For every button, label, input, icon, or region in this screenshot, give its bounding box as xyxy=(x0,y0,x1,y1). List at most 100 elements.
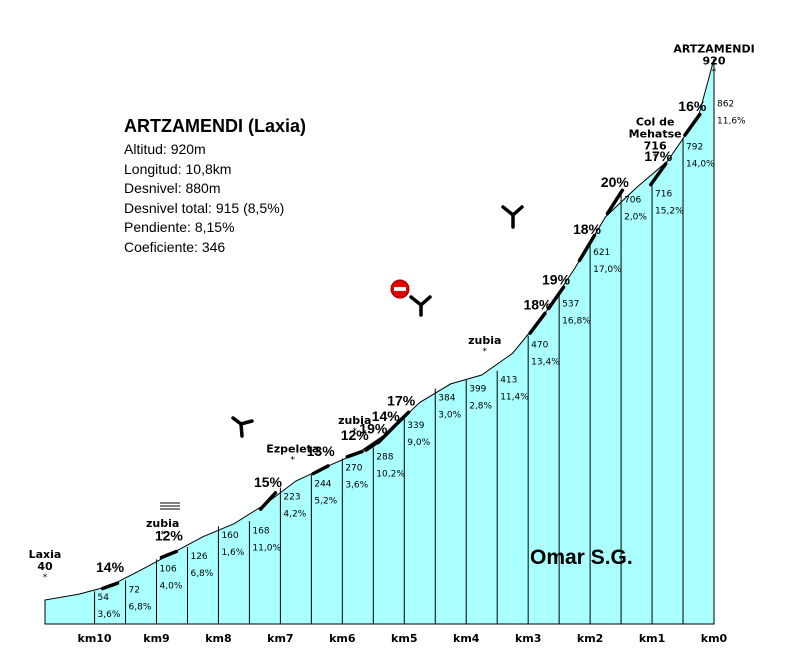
info-coefficient: Coeficiente: 346 xyxy=(124,238,226,255)
steep-section-mark xyxy=(683,112,702,137)
km-tick-label: km3 xyxy=(515,632,541,645)
place-label: 40 xyxy=(37,560,53,573)
segment-grade-label: 4,0% xyxy=(160,581,183,591)
steep-markers xyxy=(100,112,702,591)
junction-icon xyxy=(501,205,524,229)
segment-grade-label: 16,8% xyxy=(562,316,591,326)
segment-altitude-label: 339 xyxy=(407,421,424,431)
steep-percentage-labels: 14%12%15%13%12%19%14%17%18%19%18%20%17%1… xyxy=(96,98,707,575)
segment-grade-label: 1,6% xyxy=(221,548,244,558)
steep-section-mark xyxy=(345,449,364,459)
info-total-gain: Desnivel total: 915 (8,5%) xyxy=(124,199,285,216)
place-label: zubia xyxy=(146,517,179,530)
km-tick-label: km10 xyxy=(78,632,112,645)
segment-grade-label: 15,2% xyxy=(655,206,684,216)
km-gridlines xyxy=(94,94,715,624)
segment-grade-label: 10,2% xyxy=(376,470,405,480)
segment-grade-label: 17,0% xyxy=(593,265,622,275)
segment-labels: 54 3,6% 72 6,8% 106 4,0% 126 6,8% 160 1,6% 168 11,0… xyxy=(98,100,746,620)
no-entry-icon xyxy=(390,279,410,299)
steep-section-mark xyxy=(258,491,278,511)
segment-grade-label: 13,4% xyxy=(531,358,560,368)
segment-altitude-label: 244 xyxy=(314,480,331,490)
segment-altitude-label: 168 xyxy=(252,526,269,536)
segment-grade-label: 2,8% xyxy=(469,401,492,411)
steep-section-mark xyxy=(546,285,566,311)
segment-altitude-label: 223 xyxy=(283,492,300,502)
place-label: zubia xyxy=(338,414,371,427)
km-tick-label: km9 xyxy=(143,632,169,645)
place-label: ARTZAMENDI xyxy=(673,43,754,56)
info-box: ARTZAMENDI (Laxia) Altitud: 920m Longitu… xyxy=(124,116,306,257)
place-label: Ezpeleta xyxy=(266,442,319,455)
segment-grade-label: 3,0% xyxy=(438,411,461,421)
steep-percentage-label: 19% xyxy=(542,272,571,288)
segment-altitude-label: 270 xyxy=(345,464,362,474)
junction-icon xyxy=(409,295,432,317)
segment-grade-label: 11,6% xyxy=(717,117,746,127)
segment-grade-label: 3,6% xyxy=(98,610,121,620)
steep-percentage-label: 18% xyxy=(523,296,552,312)
km-tick-label: km0 xyxy=(701,632,728,645)
info-gradient: Pendiente: 8,15% xyxy=(124,219,235,235)
place-label: Mehatse xyxy=(629,128,682,141)
steep-percentage-label: 16% xyxy=(678,98,707,114)
km-tick-label: km2 xyxy=(577,632,603,645)
km-tick-label: km8 xyxy=(205,632,231,645)
info-length: Longitud: 10,8km xyxy=(124,160,232,177)
segment-altitude-label: 537 xyxy=(562,299,579,309)
steep-percentage-label: 17% xyxy=(387,392,416,408)
steep-section-mark xyxy=(311,464,330,476)
place-label: 920 xyxy=(703,55,726,68)
place-marker: * xyxy=(160,530,165,540)
km-ticks: km10 km9 km8 km7 km6 km5 km4 km3 km2 km1 km0 xyxy=(78,632,728,645)
steep-percentage-label: 15% xyxy=(254,474,283,490)
steep-section-mark xyxy=(649,162,668,187)
segment-grade-label: 4,2% xyxy=(283,509,306,519)
segment-altitude-label: 716 xyxy=(655,189,672,199)
steep-section-mark xyxy=(605,188,625,216)
place-label: Laxia xyxy=(29,548,62,561)
steep-percentage-label: 19% xyxy=(359,421,388,437)
steep-percentage-label: 18% xyxy=(573,221,602,237)
steep-section-mark xyxy=(376,425,395,445)
segment-grade-label: 14,0% xyxy=(686,160,715,170)
km-tick-label: km4 xyxy=(453,632,480,645)
steep-percentage-label: 17% xyxy=(644,148,673,164)
info-altitude: Altitud: 920m xyxy=(124,141,206,157)
steep-percentage-label: 14% xyxy=(372,408,401,424)
segment-altitude-label: 126 xyxy=(190,552,207,562)
segment-altitude-label: 288 xyxy=(376,453,393,463)
segment-altitude-label: 413 xyxy=(500,376,517,386)
segment-grade-label: 11,0% xyxy=(252,543,281,553)
info-gain: Desnivel: 880m xyxy=(124,180,221,196)
place-marker: * xyxy=(712,68,717,78)
author-credit: Omar S.G. xyxy=(530,546,633,569)
steep-section-mark xyxy=(159,549,179,560)
segment-altitude-label: 792 xyxy=(686,143,703,153)
steep-percentage-label: 14% xyxy=(96,559,125,575)
segment-altitude-label: 384 xyxy=(438,394,455,404)
place-marker: * xyxy=(43,573,48,583)
place-marker: * xyxy=(291,455,296,465)
segment-altitude-label: 160 xyxy=(221,531,238,541)
segment-altitude-label: 106 xyxy=(160,564,177,574)
segment-altitude-label: 72 xyxy=(129,585,140,595)
place-marker: * xyxy=(653,153,658,163)
segment-altitude-label: 54 xyxy=(98,593,110,603)
steep-section-mark xyxy=(100,581,120,591)
place-label: 716 xyxy=(644,140,667,153)
segment-grade-label: 6,8% xyxy=(129,602,152,612)
steep-percentage-label: 12% xyxy=(341,427,370,443)
segment-grade-label: 5,2% xyxy=(314,497,337,507)
segment-altitude-label: 621 xyxy=(593,248,610,258)
segment-altitude-label: 399 xyxy=(469,384,486,394)
steep-percentage-label: 13% xyxy=(307,443,336,459)
info-title: ARTZAMENDI (Laxia) xyxy=(124,116,307,136)
steep-section-mark xyxy=(577,233,597,263)
place-marker: * xyxy=(352,427,357,437)
km-tick-label: km5 xyxy=(391,632,417,645)
junction-icon xyxy=(231,416,254,438)
